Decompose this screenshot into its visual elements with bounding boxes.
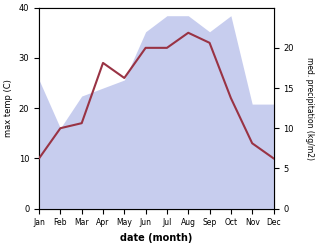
X-axis label: date (month): date (month) (120, 233, 192, 243)
Y-axis label: med. precipitation (kg/m2): med. precipitation (kg/m2) (305, 57, 314, 160)
Y-axis label: max temp (C): max temp (C) (4, 79, 13, 137)
